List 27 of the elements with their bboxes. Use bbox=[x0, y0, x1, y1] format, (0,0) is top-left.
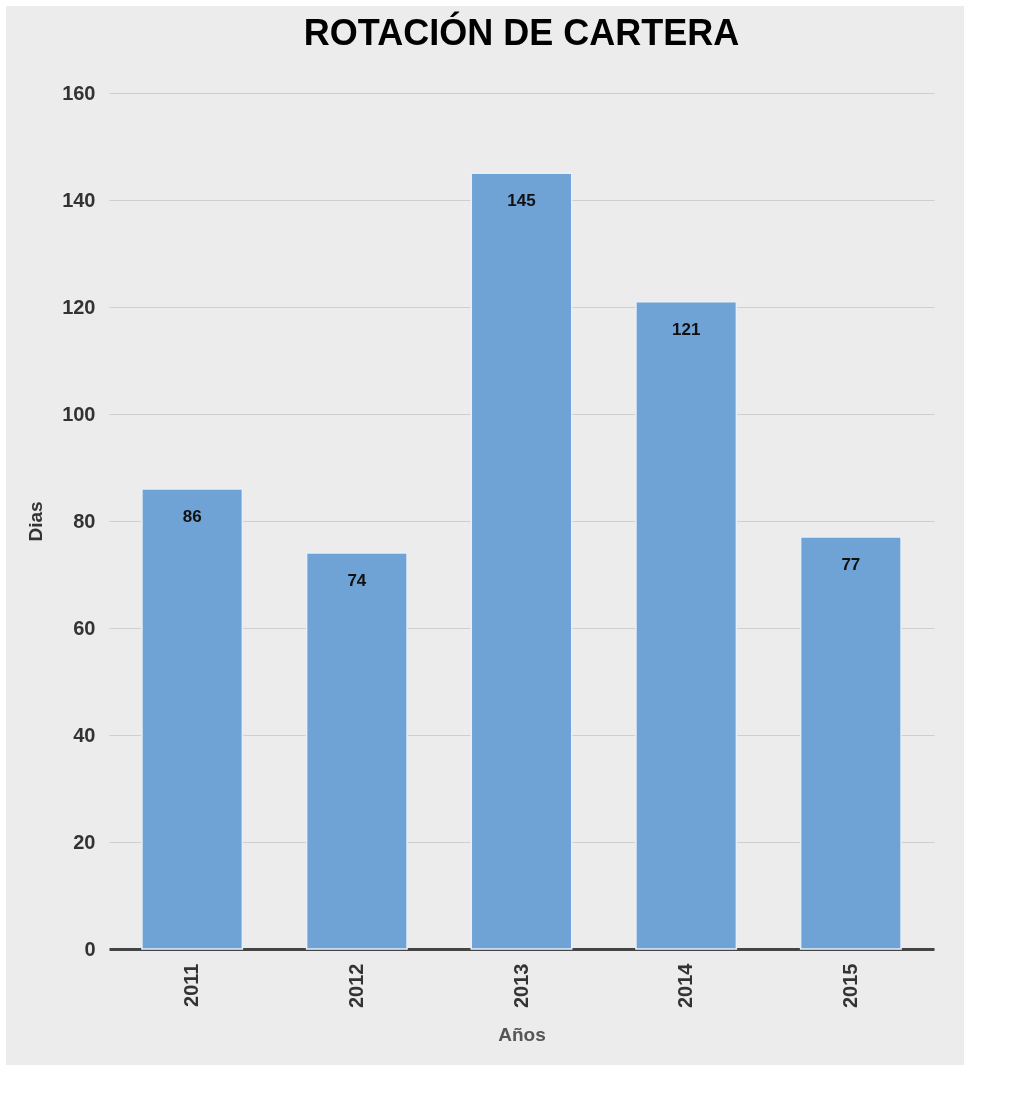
y-tick-label: 20 bbox=[73, 830, 96, 853]
x-tick-label: 2011 bbox=[180, 963, 203, 1007]
x-tick-label: 2014 bbox=[674, 962, 697, 1008]
y-tick-label: 60 bbox=[73, 616, 96, 639]
data-label: 121 bbox=[671, 319, 701, 339]
y-tick-label: 0 bbox=[84, 937, 96, 960]
data-label: 145 bbox=[507, 191, 536, 211]
data-label: 77 bbox=[841, 555, 861, 575]
y-axis-title: Dias bbox=[25, 501, 47, 542]
data-label: 86 bbox=[182, 506, 202, 526]
bar bbox=[635, 300, 738, 950]
x-tick-label: 2013 bbox=[509, 963, 532, 1008]
bar bbox=[141, 488, 244, 950]
x-tick-label: 2015 bbox=[838, 963, 861, 1008]
y-tick-label: 100 bbox=[62, 402, 96, 425]
y-tick-label: 140 bbox=[62, 188, 96, 211]
bar bbox=[799, 536, 902, 950]
x-axis-title: Años bbox=[498, 1023, 546, 1045]
y-tick-label: 40 bbox=[73, 723, 96, 746]
y-tick-label: 80 bbox=[73, 509, 96, 532]
x-tick-label: 2012 bbox=[344, 963, 367, 1008]
bar bbox=[470, 172, 573, 950]
chart-title: ROTACIÓN DE CARTERA bbox=[303, 11, 740, 53]
data-label: 74 bbox=[347, 571, 367, 591]
y-tick-label: 120 bbox=[62, 295, 96, 318]
y-tick-label: 160 bbox=[62, 81, 96, 104]
bar bbox=[305, 552, 408, 950]
